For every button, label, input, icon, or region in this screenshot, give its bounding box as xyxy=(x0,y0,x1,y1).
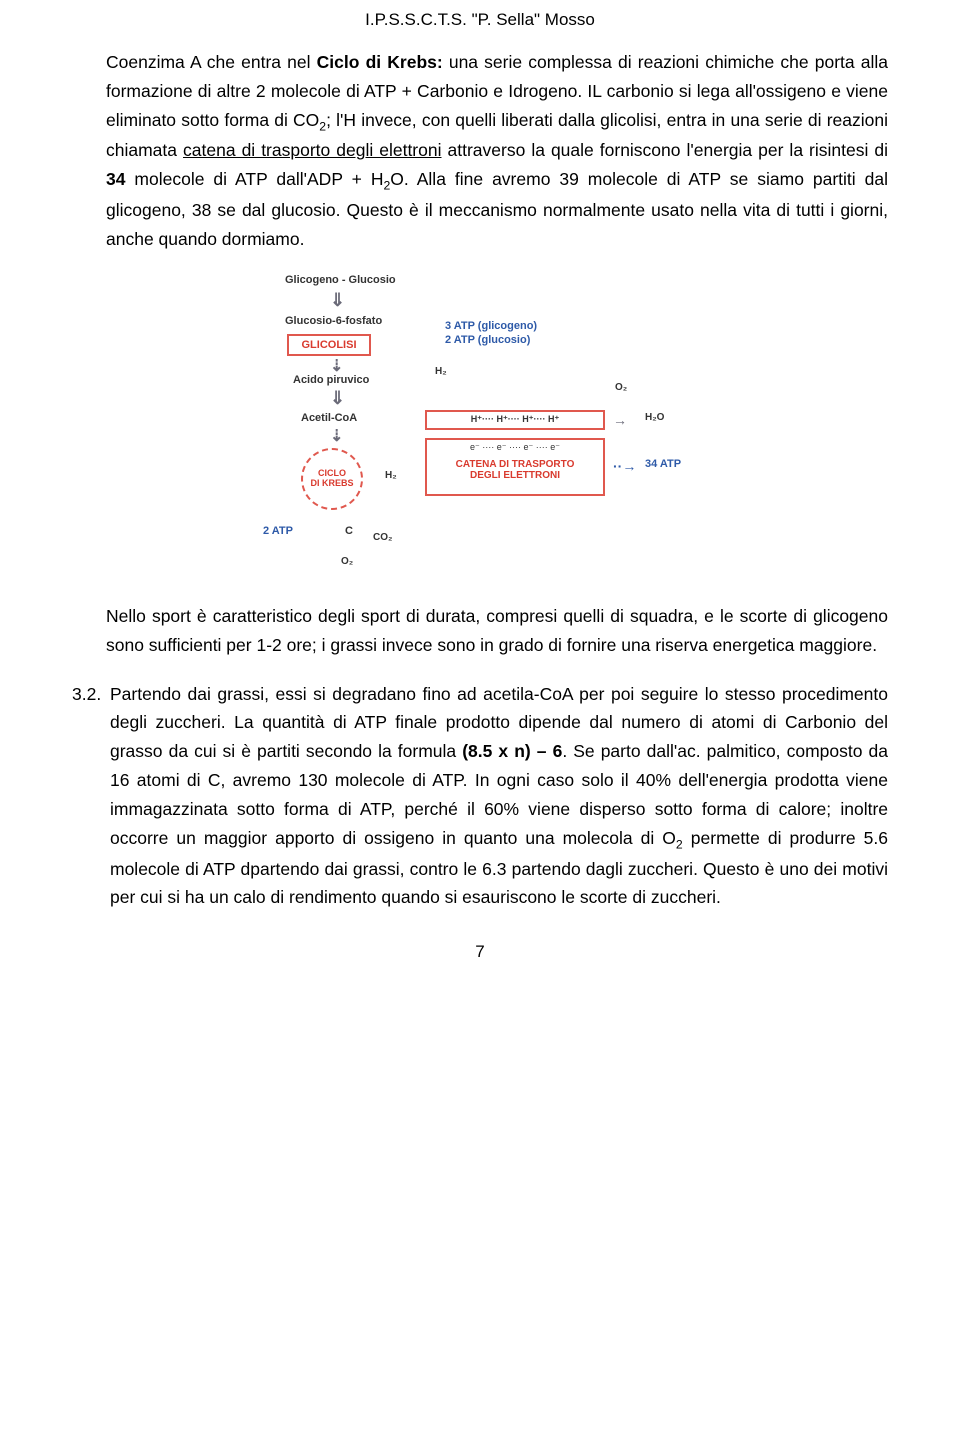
d-co2: CO₂ xyxy=(373,532,392,543)
num-label-3-2: 3.2. xyxy=(72,680,110,913)
diagram-canvas: Glicogeno - Glucosio ⇓ Glucosio-6-fosfat… xyxy=(245,270,715,580)
d-arrow-2: ⇣ xyxy=(330,356,343,376)
d-h2b: H₂ xyxy=(385,470,397,481)
d-3atp-1: 3 ATP (glicogeno) xyxy=(445,320,537,332)
d-ciclo-label: CICLODI KREBS xyxy=(310,469,353,489)
n32-formula: (8.5 x n) – 6 xyxy=(462,741,562,761)
metabolism-diagram: Glicogeno - Glucosio ⇓ Glucosio-6-fosfat… xyxy=(72,270,888,580)
d-catena1: CATENA DI TRASPORTO xyxy=(429,459,601,470)
d-arrow-1: ⇓ xyxy=(330,290,345,311)
d-box-glicolisi: GLICOLISI xyxy=(287,334,371,356)
d-c: C xyxy=(345,525,353,537)
d-o2a: O₂ xyxy=(615,382,627,393)
d-acetil: Acetil-CoA xyxy=(301,412,357,424)
p1-text-d: attraverso la quale forniscono l'energia… xyxy=(442,140,889,160)
d-arrow-3: ⇓ xyxy=(330,388,345,409)
paragraph-2: Nello sport è caratteristico degli sport… xyxy=(106,602,888,660)
d-box-hplus: H⁺···· H⁺···· H⁺···· H⁺ xyxy=(425,410,605,430)
d-ciclo-krebs: CICLODI KREBS xyxy=(301,448,363,510)
d-catena2: DEGLI ELETTRONI xyxy=(429,470,601,481)
d-eminus: e⁻ ···· e⁻ ···· e⁻ ···· e⁻ xyxy=(429,442,601,453)
d-h2a: H₂ xyxy=(435,366,447,377)
p1-underline-catena: catena di trasporto degli elettroni xyxy=(183,140,441,160)
page-header: I.P.S.S.C.T.S. "P. Sella" Mosso xyxy=(72,10,888,30)
p1-text-e: molecole di ATP dall'ADP + H xyxy=(125,169,383,189)
d-g6p: Glucosio-6-fosfato xyxy=(285,315,382,327)
d-2atp: 2 ATP xyxy=(263,525,293,537)
d-arrow-h2o: → xyxy=(613,412,627,428)
page: I.P.S.S.C.T.S. "P. Sella" Mosso Coenzima… xyxy=(0,0,960,1002)
numbered-item-3-2: 3.2. Partendo dai grassi, essi si degrad… xyxy=(72,680,888,913)
num-body-3-2: Partendo dai grassi, essi si degradano f… xyxy=(110,680,888,913)
d-arrow-4: ⇣ xyxy=(330,426,343,446)
d-3atp-2: 2 ATP (glucosio) xyxy=(445,334,530,346)
d-34atp: 34 ATP xyxy=(645,458,681,470)
d-box-catena: e⁻ ···· e⁻ ···· e⁻ ···· e⁻ CATENA DI TRA… xyxy=(425,438,605,496)
d-o2b: O₂ xyxy=(341,556,353,567)
d-piruvico: Acido piruvico xyxy=(293,374,369,386)
paragraph-1: Coenzima A che entra nel Ciclo di Krebs:… xyxy=(106,48,888,254)
d-arrow-34atp: ··→ xyxy=(613,458,636,474)
p1-text-a: Coenzima A che entra nel xyxy=(106,52,317,72)
p1-bold-ciclo: Ciclo di Krebs: xyxy=(317,52,443,72)
d-glicolisi: GLICOLISI xyxy=(302,339,357,351)
d-glicogeno: Glicogeno - Glucosio xyxy=(285,274,396,286)
n32-sub-o2: 2 xyxy=(676,837,683,851)
p1-bold-34: 34 xyxy=(106,169,125,189)
page-number: 7 xyxy=(72,942,888,962)
d-h2o: H₂O xyxy=(645,412,664,423)
d-hplus: H⁺···· H⁺···· H⁺···· H⁺ xyxy=(471,414,559,425)
